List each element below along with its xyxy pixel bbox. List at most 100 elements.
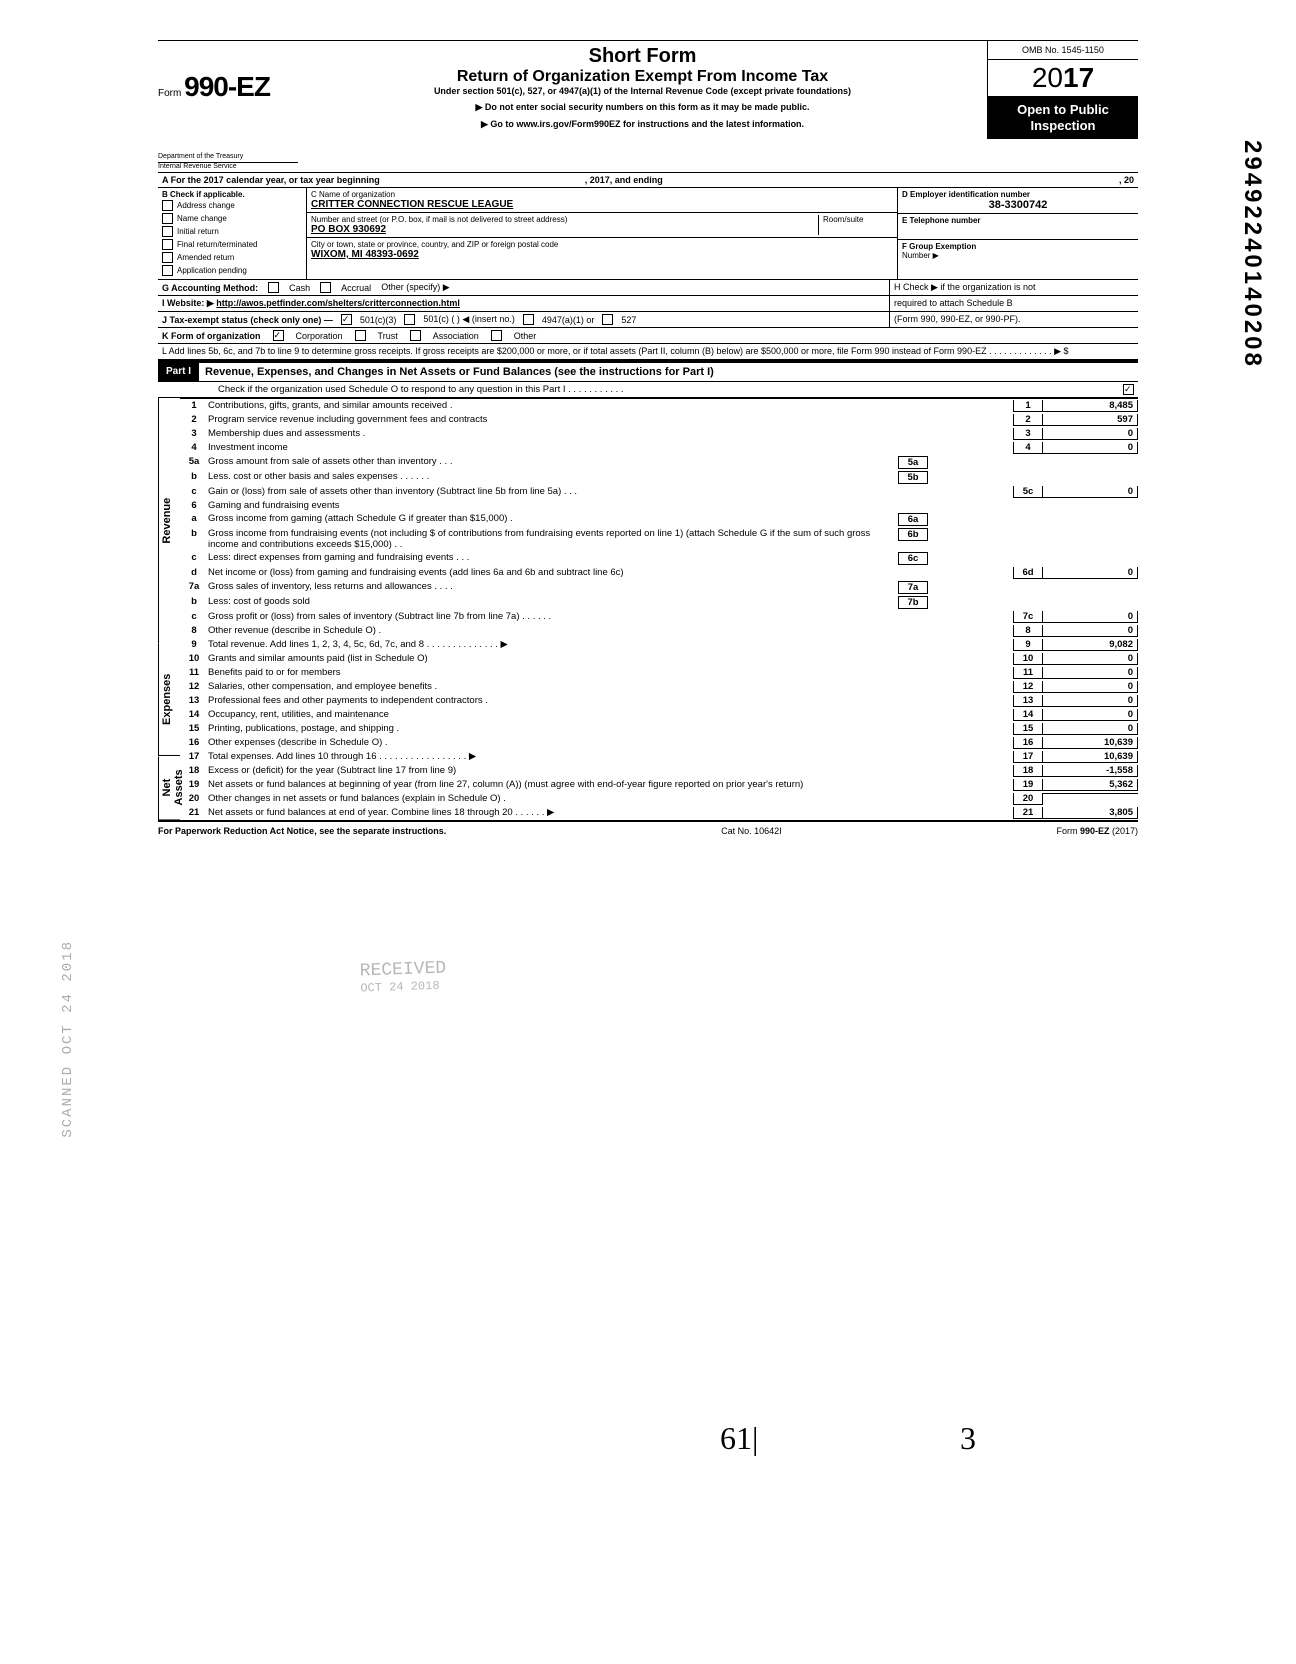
dept-irs: Internal Revenue Service — [158, 163, 298, 172]
chk-501c[interactable] — [404, 314, 415, 325]
box-number: 4 — [1013, 442, 1043, 454]
box-number: 9 — [1013, 639, 1043, 651]
box-value: -1,558 — [1043, 765, 1138, 777]
chk-name-change[interactable]: Name change — [162, 212, 302, 225]
chk-other-org[interactable] — [491, 330, 502, 341]
box-number: 11 — [1013, 667, 1043, 679]
chk-address-change[interactable]: Address change — [162, 199, 302, 212]
line-number: 2 — [180, 414, 208, 425]
line-d: dNet income or (loss) from gaming and fu… — [180, 566, 1138, 580]
row-l-gross-receipts: L Add lines 5b, 6c, and 7b to line 9 to … — [158, 343, 1138, 361]
chk-schedule-o[interactable] — [1123, 384, 1134, 395]
line-7a: 7aGross sales of inventory, less returns… — [180, 580, 1138, 595]
line-desc: Total revenue. Add lines 1, 2, 3, 4, 5c,… — [208, 639, 1013, 650]
row-k-form-org: K Form of organization Corporation Trust… — [158, 327, 1138, 343]
row-a-mid: , 2017, and ending — [585, 175, 663, 185]
box-number: 10 — [1013, 653, 1043, 665]
box-value — [1043, 793, 1138, 794]
line-number: 5a — [180, 456, 208, 467]
chk-501c3[interactable] — [341, 314, 352, 325]
received-stamp: RECEIVED OCT 24 2018 — [359, 959, 447, 996]
chk-amended-return[interactable]: Amended return — [162, 251, 302, 264]
line-desc: Gain or (loss) from sale of assets other… — [208, 486, 1013, 497]
chk-association[interactable] — [410, 330, 421, 341]
box-number: 8 — [1013, 625, 1043, 637]
line-number: b — [180, 471, 208, 482]
part1-title: Revenue, Expenses, and Changes in Net As… — [199, 363, 1138, 381]
line-desc: Program service revenue including govern… — [208, 414, 1013, 425]
line-21: 21Net assets or fund balances at end of … — [180, 806, 1138, 820]
box-number: 20 — [1013, 793, 1043, 805]
opt-accrual: Accrual — [341, 283, 371, 293]
chk-accrual[interactable] — [320, 282, 331, 293]
line-number: 14 — [180, 709, 208, 720]
col-b-checks: B Check if applicable. Address change Na… — [158, 188, 307, 279]
street-cell: Number and street (or P.O. box, if mail … — [307, 213, 897, 238]
chk-trust[interactable] — [355, 330, 366, 341]
line-8: 8Other revenue (describe in Schedule O) … — [180, 624, 1138, 638]
row-i-website: I Website: ▶ http://awos.petfinder.com/s… — [158, 295, 1138, 311]
line-desc: Other expenses (describe in Schedule O) … — [208, 737, 1013, 748]
line-12: 12Salaries, other compensation, and empl… — [180, 680, 1138, 694]
line-desc: Gross profit or (loss) from sales of inv… — [208, 611, 1013, 622]
b-check-label: B Check if applicable. — [162, 190, 302, 199]
chk-cash[interactable] — [268, 282, 279, 293]
mini-box: 6a — [898, 513, 928, 526]
line-desc: Other changes in net assets or fund bala… — [208, 793, 1013, 804]
line-desc: Gross income from gaming (attach Schedul… — [208, 513, 898, 524]
h-label2: required to attach Schedule B — [889, 296, 1138, 311]
line-10: 10Grants and similar amounts paid (list … — [180, 652, 1138, 666]
opt-other: Other — [514, 331, 537, 341]
box-number: 15 — [1013, 723, 1043, 735]
part1-badge: Part I — [158, 363, 199, 381]
line-number: 4 — [180, 442, 208, 453]
line-number: b — [180, 596, 208, 607]
lines-section: Revenue Expenses Net Assets 1Contributio… — [158, 398, 1138, 821]
line-15: 15Printing, publications, postage, and s… — [180, 722, 1138, 736]
city-value: WIXOM, MI 48393-0692 — [311, 249, 893, 260]
line-number: 6 — [180, 500, 208, 511]
line-desc: Gross amount from sale of assets other t… — [208, 456, 898, 467]
opt-501c3: 501(c)(3) — [360, 315, 397, 325]
stamp-date: OCT 24 2018 — [360, 978, 447, 995]
chk-initial-return[interactable]: Initial return — [162, 225, 302, 238]
chk-final-return[interactable]: Final return/terminated — [162, 238, 302, 251]
chk-application-pending[interactable]: Application pending — [162, 264, 302, 277]
line-2: 2Program service revenue including gover… — [180, 413, 1138, 427]
box-value: 8,485 — [1043, 400, 1138, 412]
box-number: 5c — [1013, 486, 1043, 498]
line-number: d — [180, 567, 208, 578]
box-value: 0 — [1043, 442, 1138, 454]
col-d-e-f: D Employer identification number 38-3300… — [897, 188, 1138, 279]
form-header: Form 990-EZ Department of the Treasury I… — [158, 40, 1138, 172]
row-g-h: G Accounting Method: Cash Accrual Other … — [158, 279, 1138, 295]
part1-check-text: Check if the organization used Schedule … — [218, 384, 624, 395]
j-label: J Tax-exempt status (check only one) — — [162, 315, 333, 325]
box-value: 0 — [1043, 625, 1138, 637]
mini-box: 6c — [898, 552, 928, 565]
f-label2: Number ▶ — [902, 251, 1134, 260]
box-value: 0 — [1043, 486, 1138, 498]
ein-value: 38-3300742 — [902, 199, 1134, 211]
line-desc: Occupancy, rent, utilities, and maintena… — [208, 709, 1013, 720]
side-netassets: Net Assets — [158, 756, 180, 820]
line-c: cGain or (loss) from sale of assets othe… — [180, 485, 1138, 499]
line-14: 14Occupancy, rent, utilities, and mainte… — [180, 708, 1138, 722]
chk-corporation[interactable] — [273, 330, 284, 341]
opt-cash: Cash — [289, 283, 310, 293]
chk-4947[interactable] — [523, 314, 534, 325]
h-cell: H Check ▶ if the organization is not — [889, 280, 1138, 295]
line-desc: Net income or (loss) from gaming and fun… — [208, 567, 1013, 578]
chk-527[interactable] — [602, 314, 613, 325]
mini-box: 7a — [898, 581, 928, 594]
year-prefix: 20 — [1032, 62, 1063, 93]
box-number: 1 — [1013, 400, 1043, 412]
header-right: OMB No. 1545-1150 2017 Open to Public In… — [987, 40, 1138, 139]
box-number: 16 — [1013, 737, 1043, 749]
line-number: 17 — [180, 751, 208, 762]
line-number: 11 — [180, 667, 208, 678]
line-desc: Gross sales of inventory, less returns a… — [208, 581, 898, 592]
footer-form: 990-EZ — [1080, 826, 1110, 836]
line-number: 9 — [180, 639, 208, 650]
box-value: 5,362 — [1043, 779, 1138, 791]
